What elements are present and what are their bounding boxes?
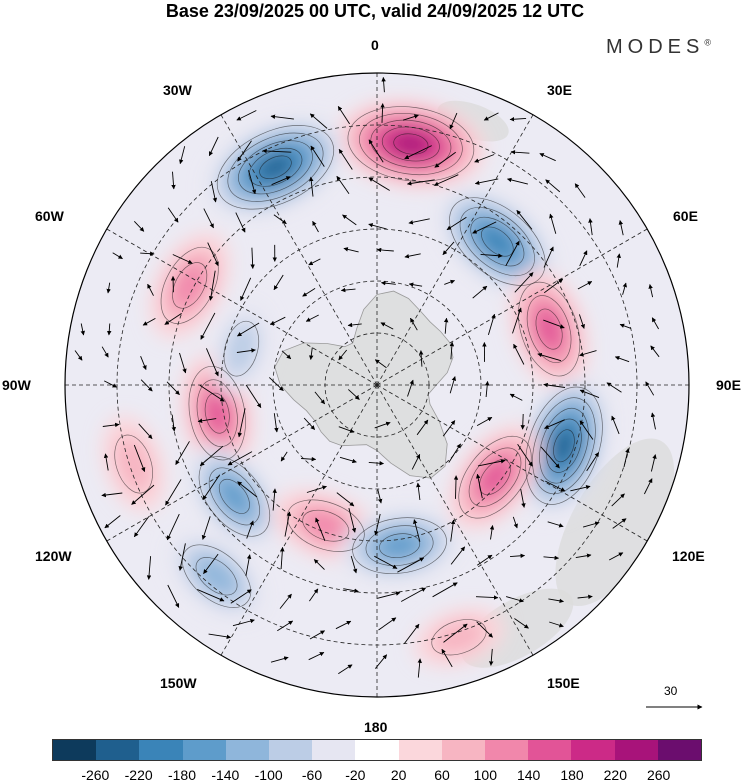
colorbar-swatch-3 [183,740,226,760]
colorbar-swatch-5 [269,740,312,760]
colorbar-tick-label: 140 [517,767,540,783]
lon-label-120e: 120E [672,548,705,564]
colorbar-tick-label: 60 [434,767,450,783]
reference-vector-label: 30 [664,684,677,698]
colorbar-swatch-10 [485,740,528,760]
colorbar-tick-label: 180 [560,767,583,783]
colorbar-swatch-12 [571,740,614,760]
colorbar-tick-label: -100 [255,767,283,783]
colorbar-swatch-1 [96,740,139,760]
colorbar-tick-label: -60 [302,767,322,783]
map-disc [65,73,698,697]
colorbar-swatch-4 [226,740,269,760]
colorbar-tick-label: -220 [125,767,153,783]
colorbar-tick-label: 100 [474,767,497,783]
colorbar-swatch-8 [399,740,442,760]
colorbar-swatch-14 [658,740,701,760]
lon-label-30e: 30E [547,82,572,98]
lon-label-90e: 90E [716,377,741,393]
lon-label-120w: 120W [35,548,72,564]
colorbar-swatch-2 [139,740,182,760]
colorbar-tick-label: 220 [604,767,627,783]
colorbar-swatch-13 [615,740,658,760]
lon-label-150w: 150W [160,675,197,691]
lon-label-0: 0 [371,37,379,53]
colorbar-tick-label: -140 [211,767,239,783]
lon-label-60e: 60E [673,208,698,224]
lon-label-30w: 30W [163,82,192,98]
colorbar-swatch-7 [355,740,398,760]
lon-label-60w: 60W [35,208,64,224]
colorbar [52,739,702,761]
colorbar-tick-label: -180 [168,767,196,783]
lon-label-90w: 90W [2,377,31,393]
colorbar-tick-label: 260 [647,767,670,783]
polar-map [0,0,750,783]
colorbar-swatch-6 [312,740,355,760]
colorbar-tick-label: 20 [391,767,407,783]
lon-label-150e: 150E [547,675,580,691]
lon-label-180: 180 [364,719,387,735]
wind-arrow [456,476,457,499]
wind-arrow [523,414,524,429]
colorbar-swatch-0 [53,740,96,760]
colorbar-swatch-9 [442,740,485,760]
colorbar-swatch-11 [528,740,571,760]
colorbar-tick-label: -260 [81,767,109,783]
colorbar-tick-label: -20 [345,767,365,783]
